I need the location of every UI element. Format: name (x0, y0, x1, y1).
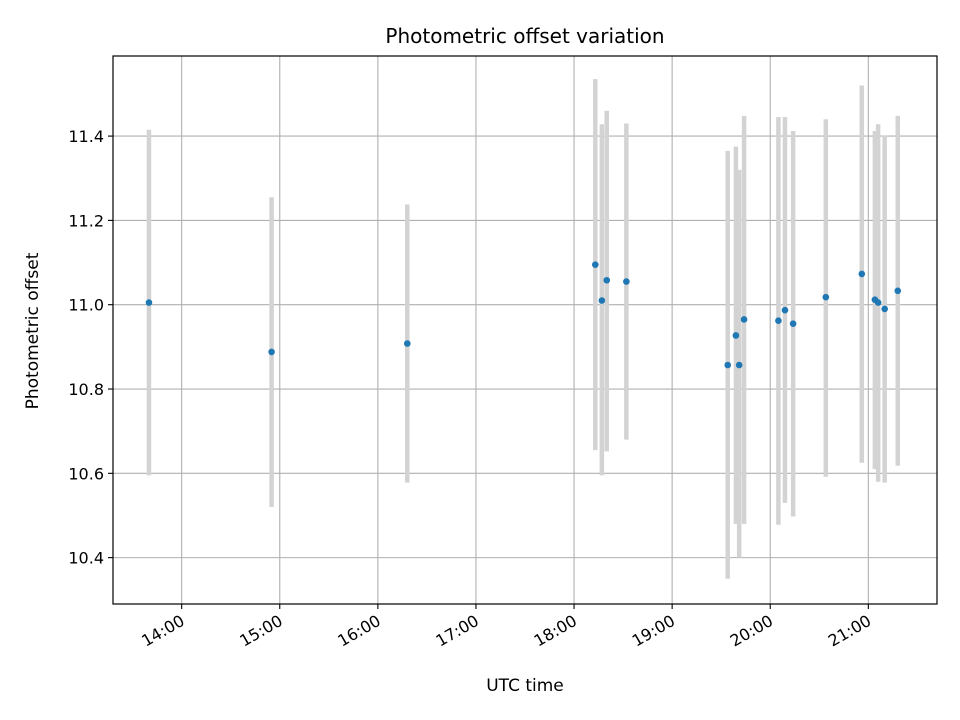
chart-title: Photometric offset variation (385, 24, 664, 48)
data-point (740, 316, 748, 323)
data-point (881, 305, 888, 313)
data-point (598, 297, 606, 304)
data-point (789, 320, 797, 327)
data-point (603, 276, 611, 284)
data-point (623, 278, 630, 285)
data-point (822, 293, 830, 301)
plot-frame (112, 55, 938, 605)
data-point (874, 299, 882, 306)
markers (145, 261, 902, 369)
data-point (724, 361, 732, 369)
y-tick-label: 10.6 (68, 464, 104, 483)
y-tick-label: 11.0 (68, 296, 104, 315)
y-tick-label: 11.2 (68, 211, 104, 230)
y-axis: 10.4 10.6 10.8 11.0 11.2 11.4 (68, 127, 113, 568)
x-axis-title: UTC time (486, 676, 564, 696)
data-point (858, 270, 866, 278)
y-axis-title: Photometric offset (23, 252, 43, 409)
grid (113, 56, 937, 604)
data-point (403, 340, 411, 347)
data-point (592, 261, 599, 268)
data-point (735, 361, 743, 369)
data-point (894, 287, 902, 295)
y-tick-label: 10.8 (68, 380, 104, 399)
data-point (268, 348, 275, 356)
data-point (781, 306, 789, 314)
y-tick-label: 11.4 (68, 127, 104, 146)
data-point (775, 317, 782, 325)
y-tick-label: 10.4 (68, 549, 104, 568)
data-point (145, 299, 153, 306)
data-point (732, 332, 740, 339)
